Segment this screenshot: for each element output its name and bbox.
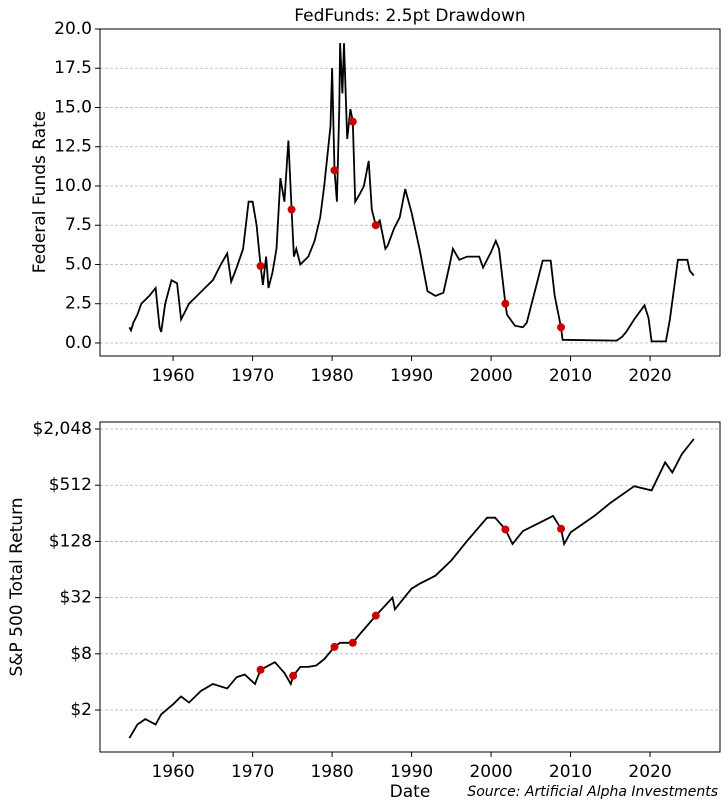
x-tick-label: 1980 [310, 366, 353, 386]
x-tick-label: 2010 [549, 366, 592, 386]
y-tick-label: 5.0 [65, 254, 92, 274]
data-point [557, 524, 566, 533]
x-tick-label: 1970 [231, 366, 274, 386]
y-tick-label: $8 [70, 644, 92, 664]
y-axis-label: Federal Funds Rate [30, 111, 50, 274]
y-tick-label: $2 [70, 700, 92, 720]
data-point [256, 262, 265, 271]
data-point [501, 299, 510, 308]
y-tick-label: $32 [60, 588, 92, 608]
x-tick-label: 1960 [151, 762, 194, 782]
y-tick-label: 2.5 [65, 294, 92, 314]
data-point [557, 323, 566, 332]
x-tick-label: 2010 [549, 762, 592, 782]
y-tick-label: 20.0 [54, 19, 92, 39]
y-tick-label: $512 [49, 475, 92, 495]
y-axis-label: S&P 500 Total Return [7, 497, 27, 676]
x-tick-label: 1980 [310, 762, 353, 782]
data-point [289, 671, 298, 680]
data-point [348, 638, 357, 647]
x-tick-label: 1990 [390, 762, 433, 782]
x-tick-label: 1990 [390, 366, 433, 386]
data-point [287, 205, 296, 214]
plot-frame [99, 28, 721, 357]
x-tick-label: 1960 [151, 366, 194, 386]
plot-frame [99, 421, 721, 753]
y-tick-label: 17.5 [54, 58, 92, 78]
x-tick-label: 2000 [469, 762, 512, 782]
data-line [128, 438, 695, 739]
y-tick-label: 7.5 [65, 215, 92, 235]
y-tick-label: $128 [49, 531, 92, 551]
y-tick-label: 0.0 [65, 333, 92, 353]
x-tick-label: 2000 [469, 366, 512, 386]
data-point [501, 525, 510, 534]
x-tick-label: 1970 [231, 762, 274, 782]
y-tick-label: 12.5 [54, 137, 92, 157]
data-point [330, 642, 339, 651]
chart-title: FedFunds: 2.5pt Drawdown [294, 6, 525, 26]
data-line [128, 43, 695, 343]
x-tick-label: 2020 [628, 366, 671, 386]
y-tick-label: 15.0 [54, 97, 92, 117]
x-axis-label: Date [390, 782, 431, 802]
x-tick-label: 2020 [628, 762, 671, 782]
data-point [330, 166, 339, 175]
y-tick-label: $2,048 [33, 419, 92, 439]
data-point [348, 117, 357, 126]
data-point [371, 611, 380, 620]
data-point [371, 221, 380, 230]
data-point [256, 665, 265, 674]
source-note: Source: Artificial Alpha Investments [467, 784, 718, 800]
y-tick-label: 10.0 [54, 176, 92, 196]
